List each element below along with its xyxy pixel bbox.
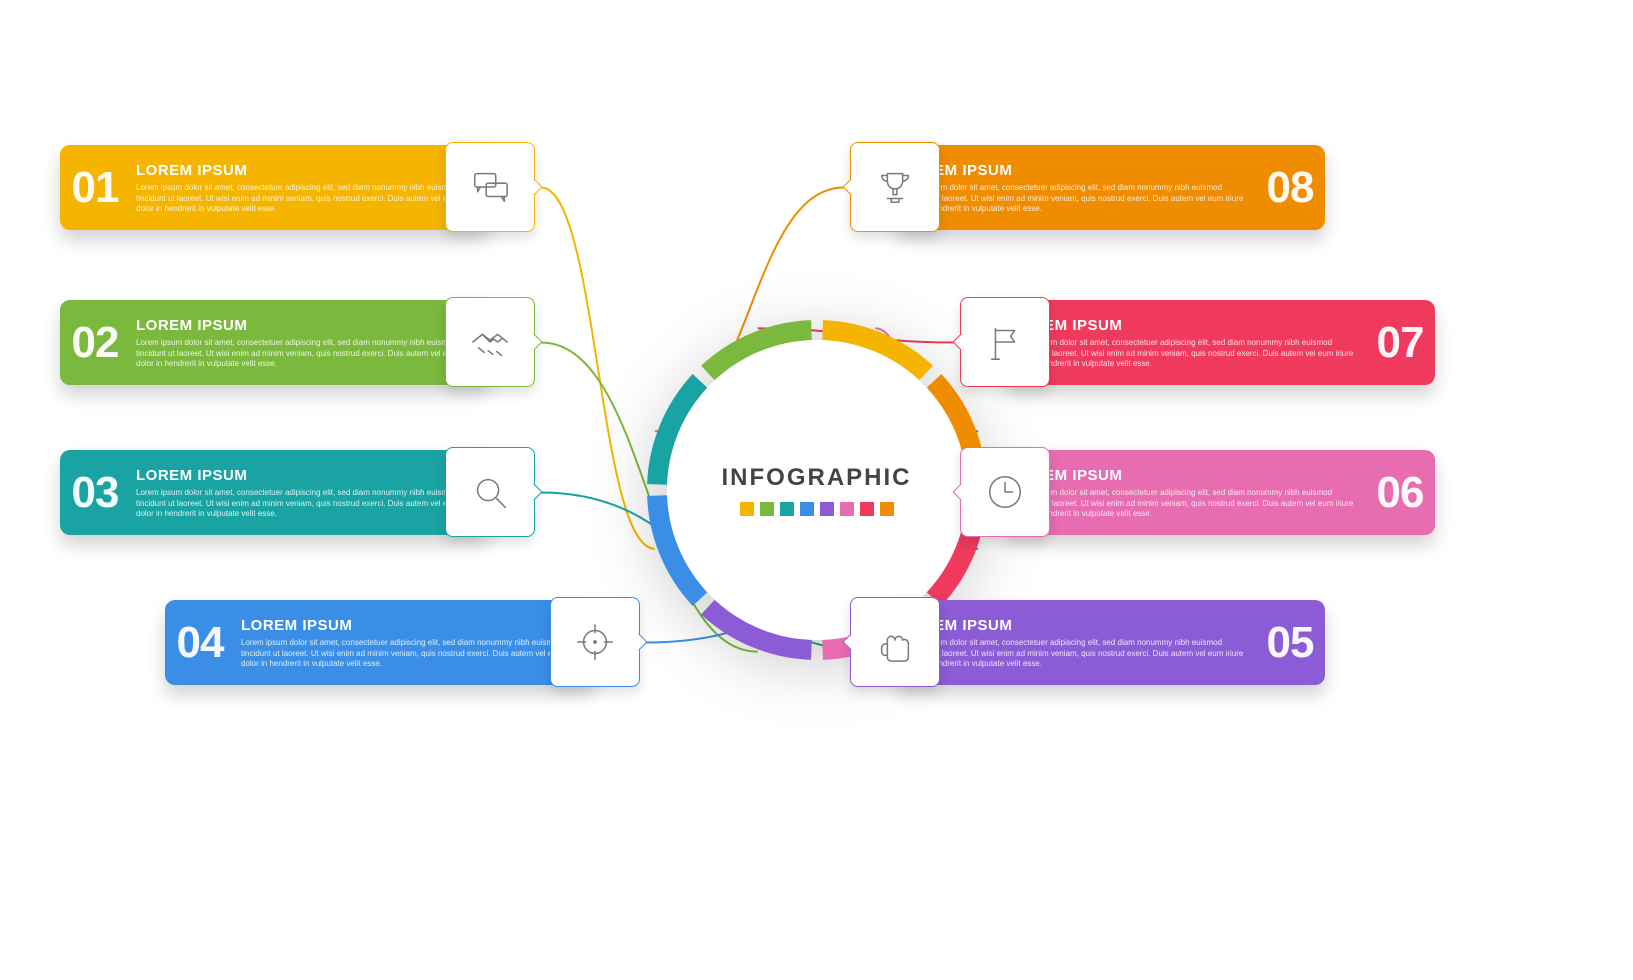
step-desc: Lorem ipsum dolor sit amet, consectetuer… — [1011, 338, 1357, 370]
iconbox-notch — [526, 484, 543, 501]
step-body: LOREM IPSUM Lorem ipsum dolor sit amet, c… — [235, 600, 595, 685]
iconbox-notch — [631, 634, 648, 651]
step-card-04: 04 LOREM IPSUM Lorem ipsum dolor sit amet,… — [165, 600, 595, 685]
step-desc: Lorem ipsum dolor sit amet, consectetuer… — [136, 338, 482, 370]
color-dot — [740, 502, 754, 516]
center-title: INFOGRAPHIC — [722, 464, 912, 492]
flag-icon — [984, 321, 1026, 363]
clock-icon — [984, 471, 1026, 513]
step-card-02: 02 LOREM IPSUM Lorem ipsum dolor sit amet,… — [60, 300, 490, 385]
step-card-07: 07 LOREM IPSUM Lorem ipsum dolor sit amet,… — [1005, 300, 1435, 385]
step-body: LOREM IPSUM Lorem ipsum dolor sit amet, c… — [130, 145, 490, 230]
step-title: LOREM IPSUM — [901, 162, 1247, 179]
step-number: 03 — [60, 450, 130, 535]
fist-icon — [874, 621, 916, 663]
trophy-icon — [874, 166, 916, 208]
iconbox — [960, 447, 1050, 537]
chat-icon — [469, 166, 511, 208]
color-dot — [840, 502, 854, 516]
step-body: LOREM IPSUM Lorem ipsum dolor sit amet, c… — [1005, 300, 1365, 385]
step-card-06: 06 LOREM IPSUM Lorem ipsum dolor sit amet,… — [1005, 450, 1435, 535]
center-inner: INFOGRAPHIC — [667, 340, 967, 640]
step-desc: Lorem ipsum dolor sit amet, consectetuer… — [1011, 488, 1357, 520]
iconbox — [550, 597, 640, 687]
infographic-stage: INFOGRAPHIC 01 LOREM IPSUM Lorem ipsum dol… — [0, 0, 1633, 980]
step-desc: Lorem ipsum dolor sit amet, consectetuer… — [901, 638, 1247, 670]
step-card-05: 05 LOREM IPSUM Lorem ipsum dolor sit amet,… — [895, 600, 1325, 685]
step-card-08: 08 LOREM IPSUM Lorem ipsum dolor sit amet,… — [895, 145, 1325, 230]
iconbox-notch — [526, 179, 543, 196]
iconbox — [445, 142, 535, 232]
step-title: LOREM IPSUM — [136, 162, 482, 179]
step-desc: Lorem ipsum dolor sit amet, consectetuer… — [901, 183, 1247, 215]
iconbox-notch — [843, 179, 860, 196]
search-icon — [469, 471, 511, 513]
step-desc: Lorem ipsum dolor sit amet, consectetuer… — [136, 183, 482, 215]
color-dot — [860, 502, 874, 516]
step-number: 04 — [165, 600, 235, 685]
iconbox — [850, 597, 940, 687]
color-dot — [780, 502, 794, 516]
iconbox — [850, 142, 940, 232]
handshake-icon — [469, 321, 511, 363]
step-number: 07 — [1365, 300, 1435, 385]
iconbox-notch — [526, 334, 543, 351]
iconbox — [445, 447, 535, 537]
step-number: 02 — [60, 300, 130, 385]
step-body: LOREM IPSUM Lorem ipsum dolor sit amet, c… — [130, 450, 490, 535]
step-title: LOREM IPSUM — [136, 467, 482, 484]
step-title: LOREM IPSUM — [901, 617, 1247, 634]
iconbox — [445, 297, 535, 387]
color-dot — [820, 502, 834, 516]
step-body: LOREM IPSUM Lorem ipsum dolor sit amet, c… — [895, 600, 1255, 685]
target-icon — [574, 621, 616, 663]
connector-line — [541, 188, 655, 549]
step-card-01: 01 LOREM IPSUM Lorem ipsum dolor sit amet,… — [60, 145, 490, 230]
step-number: 01 — [60, 145, 130, 230]
step-number: 06 — [1365, 450, 1435, 535]
color-dot — [880, 502, 894, 516]
step-number: 08 — [1255, 145, 1325, 230]
color-dots — [740, 502, 894, 516]
color-dot — [800, 502, 814, 516]
step-number: 05 — [1255, 600, 1325, 685]
step-title: LOREM IPSUM — [136, 317, 482, 334]
step-desc: Lorem ipsum dolor sit amet, consectetuer… — [241, 638, 587, 670]
step-body: LOREM IPSUM Lorem ipsum dolor sit amet, c… — [895, 145, 1255, 230]
color-dot — [760, 502, 774, 516]
step-title: LOREM IPSUM — [241, 617, 587, 634]
step-card-03: 03 LOREM IPSUM Lorem ipsum dolor sit amet,… — [60, 450, 490, 535]
iconbox — [960, 297, 1050, 387]
step-body: LOREM IPSUM Lorem ipsum dolor sit amet, c… — [130, 300, 490, 385]
step-title: LOREM IPSUM — [1011, 317, 1357, 334]
step-title: LOREM IPSUM — [1011, 467, 1357, 484]
step-desc: Lorem ipsum dolor sit amet, consectetuer… — [136, 488, 482, 520]
step-body: LOREM IPSUM Lorem ipsum dolor sit amet, c… — [1005, 450, 1365, 535]
